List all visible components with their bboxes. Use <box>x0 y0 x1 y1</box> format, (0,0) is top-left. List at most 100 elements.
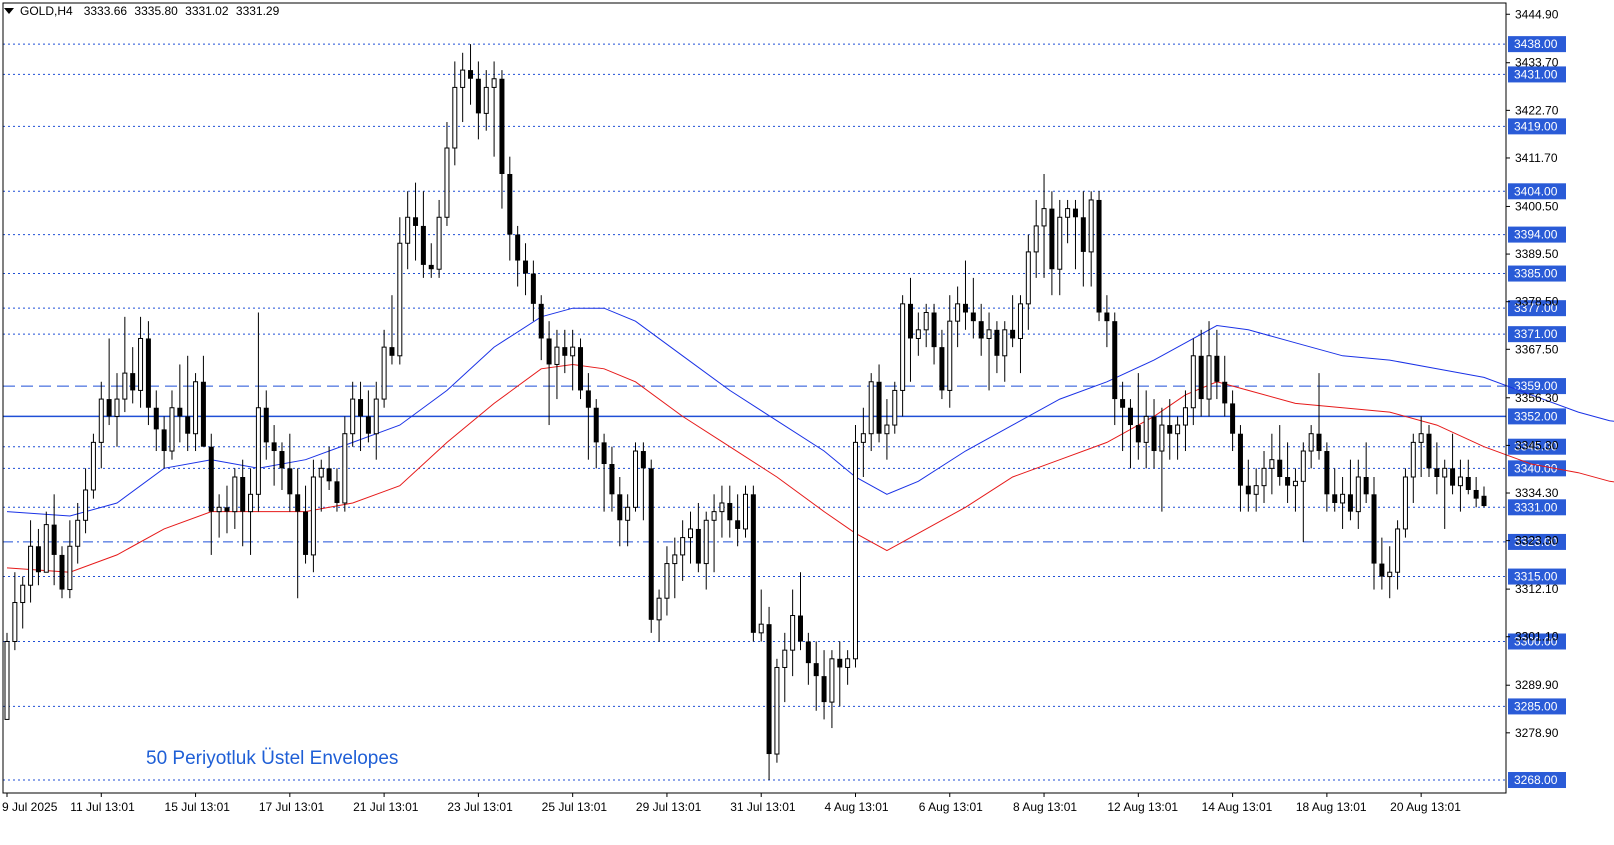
candle-body-bull <box>4 640 10 720</box>
candle <box>1190 338 1196 426</box>
candle-body-bull <box>397 242 403 357</box>
candle-body-bear <box>601 442 607 465</box>
candle-body-bear <box>1426 433 1432 469</box>
candle <box>138 316 144 408</box>
price-tag <box>1508 265 1566 282</box>
candle <box>1096 191 1102 322</box>
candle-body-bear <box>766 624 772 755</box>
candle-body-bear <box>1316 433 1322 452</box>
candle-body-bull <box>318 467 324 478</box>
candle-body-bear <box>695 528 701 564</box>
candle <box>193 373 199 452</box>
price-tag-label: 3394.00 <box>1514 228 1558 242</box>
candle <box>460 52 466 123</box>
price-tag-label: 3268.00 <box>1514 773 1558 787</box>
candle <box>680 520 686 581</box>
candle <box>743 485 748 538</box>
candle-body-bear <box>303 511 309 555</box>
candle <box>1355 459 1361 529</box>
candle <box>648 459 654 633</box>
candle <box>947 295 953 408</box>
candle <box>766 606 772 781</box>
candle-body-bull <box>193 381 199 435</box>
price-tag-label: 3323.00 <box>1514 535 1558 549</box>
candle-body-bull <box>1418 433 1424 443</box>
candle <box>145 321 151 426</box>
candle-body-bear <box>1135 425 1141 443</box>
candle-body-bull <box>436 216 442 270</box>
x-tick-label: 11 Jul 13:01 <box>70 800 135 814</box>
candle <box>907 277 913 382</box>
dropdown-triangle-icon[interactable] <box>4 8 14 14</box>
candle <box>1457 459 1463 512</box>
x-tick-label: 17 Jul 13:01 <box>259 800 325 814</box>
candle <box>711 494 717 573</box>
candle <box>232 468 238 529</box>
candle-body-bull <box>83 489 89 521</box>
candle-body-bear <box>515 234 521 261</box>
y-tick-label: 3312.10 <box>1515 582 1559 596</box>
candle <box>601 433 607 512</box>
candle-body-bull <box>1041 208 1047 227</box>
candle <box>224 485 230 534</box>
candle-body-bull <box>98 398 104 443</box>
candle <box>114 373 120 447</box>
candle-body-bear <box>648 468 654 620</box>
candle-body-bear <box>1481 495 1487 507</box>
y-tick-label: 3323.30 <box>1515 534 1559 548</box>
x-tick-label: 18 Aug 13:01 <box>1296 800 1367 814</box>
candle-body-bull <box>955 303 961 322</box>
y-tick-label: 3378.50 <box>1515 295 1559 309</box>
candle <box>67 520 73 599</box>
indicator-label: 50 Periyotluk Üstel Envelopes <box>146 748 399 769</box>
candle-body-bear <box>797 615 803 642</box>
candle-body-bear <box>970 312 976 322</box>
candle <box>4 632 10 720</box>
candle <box>1088 191 1094 287</box>
candle <box>530 260 536 322</box>
candle <box>350 381 356 447</box>
candle <box>1182 390 1188 452</box>
candle-body-bull <box>774 666 780 755</box>
candle <box>962 260 968 330</box>
candle <box>12 572 18 651</box>
candle <box>609 446 615 512</box>
candle <box>365 390 371 443</box>
candle-body-bear <box>837 658 843 668</box>
candle-body-bull <box>405 216 411 244</box>
candle <box>287 433 293 512</box>
candle <box>1002 321 1008 382</box>
x-tick-label: 20 Aug 13:01 <box>1390 800 1461 814</box>
candle <box>1222 355 1228 417</box>
candle <box>177 364 183 443</box>
candle <box>585 373 591 460</box>
price-tag <box>1508 499 1566 516</box>
candle <box>719 485 725 538</box>
candle <box>1151 399 1157 469</box>
candle-body-bull <box>12 602 18 642</box>
candle-body-bear <box>507 173 513 235</box>
candle-body-bear <box>161 429 167 452</box>
candle <box>1104 295 1110 348</box>
candle <box>1167 399 1173 460</box>
candle <box>240 459 246 547</box>
candle <box>208 433 214 555</box>
candle <box>915 312 921 356</box>
x-tick-label: 31 Jul 13:01 <box>730 800 796 814</box>
candle-body-bear <box>939 347 945 391</box>
y-tick-label: 3278.90 <box>1515 726 1559 740</box>
candle <box>1332 468 1338 512</box>
candle-body-bear <box>617 494 623 521</box>
candle <box>656 589 662 642</box>
candle <box>688 511 694 564</box>
candle-body-bear <box>1324 451 1330 495</box>
candle-body-bull <box>1033 225 1039 253</box>
candle-body-bull <box>381 346 387 400</box>
price-tag <box>1508 408 1566 425</box>
candle-body-bear <box>145 338 151 408</box>
candle <box>43 511 49 573</box>
candle <box>1450 433 1456 495</box>
candle-body-bull <box>1057 216 1063 270</box>
